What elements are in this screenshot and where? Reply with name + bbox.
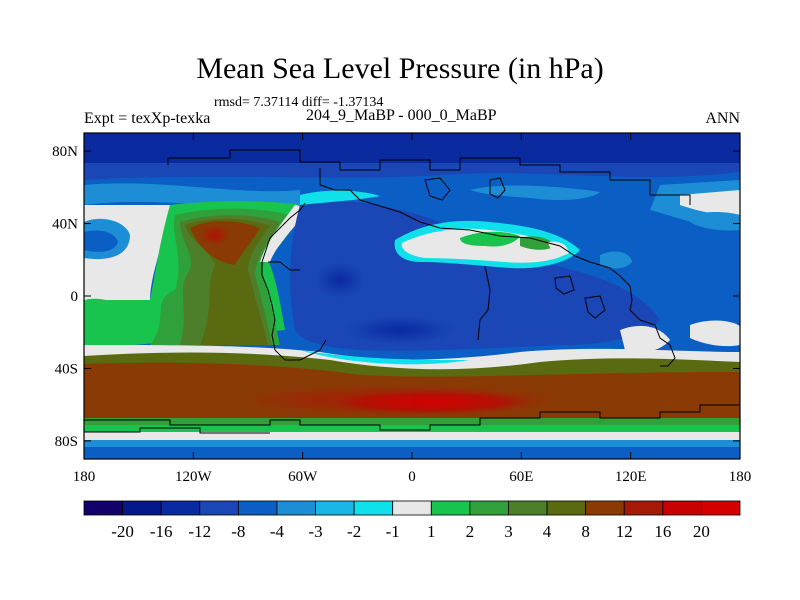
colorbar-label: -12 [188,522,211,541]
colorbar-swatch [508,500,548,516]
y-tick-label: 80S [55,434,78,450]
colorbar-label: 2 [466,522,475,541]
colorbar-label: -8 [231,522,245,541]
x-tick-label: 120W [175,469,213,485]
colorbar-swatch [392,500,432,516]
colorbar-label: -20 [111,522,134,541]
colorbar-swatch [662,500,702,516]
colorbar-swatch [199,500,239,516]
y-tick-label: 40S [55,361,78,377]
colorbar-swatch [585,500,625,516]
experiment-label: Expt = texXp-texka [84,110,211,127]
colorbar-swatch [469,500,509,516]
colorbar: -20 -16 -12 -8 -4 -3 -2 -1 1 2 3 4 8 12 16 20 [83,500,741,541]
colorbar-swatch [83,500,123,516]
colorbar-label: 16 [654,522,671,541]
subtitle: 204_9_MaBP - 000_0_MaBP [306,107,497,124]
colorbar-swatch [701,500,741,516]
colorbar-swatch [160,500,201,516]
x-tick-label: 60E [509,469,533,485]
colorbar-swatch [623,500,664,516]
colorbar-swatch [315,500,355,516]
y-tick-label: 0 [71,289,79,305]
x-tick-label: 120E [615,469,647,485]
colorbar-label: 20 [693,522,710,541]
colorbar-label: -16 [150,522,173,541]
y-axis: 80N 40N 0 40S 80S [52,144,740,450]
colorbar-label: 8 [581,522,590,541]
season-label: ANN [705,110,740,127]
x-tick-label: 180 [729,469,752,485]
colorbar-label: 12 [616,522,633,541]
x-tick-label: 180 [73,469,96,485]
colorbar-label: 4 [543,522,552,541]
colorbar-label: -4 [270,522,285,541]
colorbar-label: 3 [504,522,513,541]
colorbar-swatch [122,500,162,516]
colorbar-swatch [430,500,471,516]
chart-title: Mean Sea Level Pressure (in hPa) [196,52,604,85]
pressure-field [84,133,740,459]
x-tick-label: 60W [288,469,318,485]
colorbar-swatch [237,500,278,516]
colorbar-label: -2 [347,522,361,541]
stats-label: rmsd= 7.37114 diff= -1.37134 [214,95,384,110]
colorbar-swatch [546,500,587,516]
x-axis: 180 120W 60W 0 60E 120E 180 [73,133,752,485]
y-tick-label: 80N [52,144,78,160]
colorbar-label: -1 [386,522,400,541]
colorbar-swatch [276,500,316,516]
coastlines [84,149,740,434]
colorbar-label: 1 [427,522,436,541]
y-tick-label: 40N [52,217,78,233]
colorbar-label: -3 [308,522,322,541]
x-tick-label: 0 [408,469,416,485]
colorbar-swatch [353,500,394,516]
